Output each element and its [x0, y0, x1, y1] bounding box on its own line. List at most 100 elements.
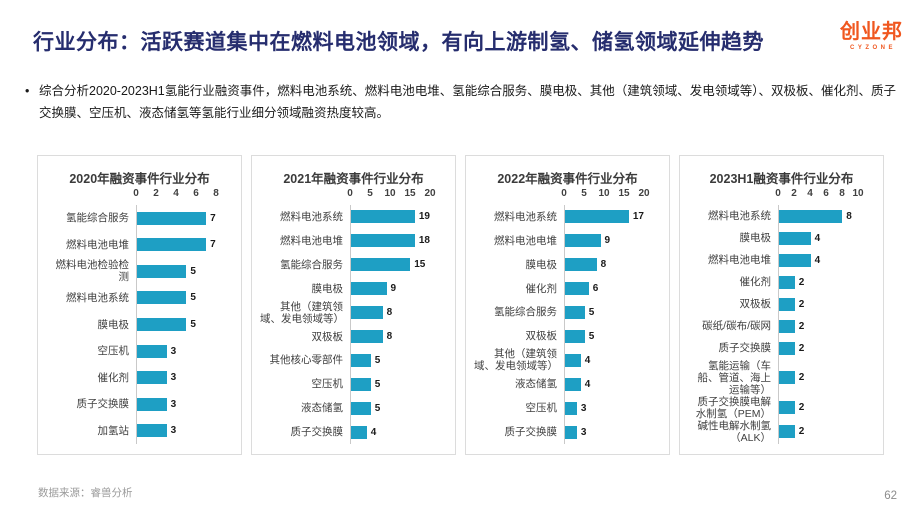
- bar-row: 碳纸/碳布/碳网 2: [688, 315, 875, 338]
- bar-area: 4: [778, 227, 875, 250]
- chart-panel-2023h1: 2023H1融资事件行业分布 0 2 4 6 8 10 燃料电池系统 8 膜电极 4 燃料电池电堆…: [679, 155, 884, 455]
- bar: [779, 231, 811, 245]
- axis-row: 0 2 4 6 8: [46, 187, 233, 205]
- chart-body: 燃料电池系统 19 燃料电池电堆 18 氢能综合服务 15 膜电极 9 其他（建筑领域、发电领域…: [260, 205, 447, 446]
- chart-title: 2023H1融资事件行业分布: [709, 172, 854, 186]
- category-label: 双极板: [739, 298, 772, 311]
- axis-tick-label: 5: [367, 188, 373, 199]
- category-label: 碳纸/碳布/碳网: [702, 320, 771, 333]
- axis-tick-label: 15: [618, 188, 630, 199]
- data-source-note: 数据来源：睿兽分析: [38, 487, 133, 499]
- bar-area: 3: [564, 396, 661, 421]
- bar-row: 催化剂 2: [688, 271, 875, 294]
- bar-area: 5: [350, 348, 447, 373]
- axis-tick-label: 10: [384, 188, 396, 199]
- bar: [779, 275, 795, 289]
- bar-value-label: 3: [170, 398, 177, 410]
- chart-title: 2021年融资事件行业分布: [283, 172, 424, 186]
- bar-row: 催化剂 6: [474, 276, 661, 301]
- bar: [351, 377, 371, 391]
- bar: [351, 425, 367, 439]
- bar-row: 空压机 5: [260, 372, 447, 397]
- bar: [779, 371, 795, 385]
- chart-panel-2020: 2020年融资事件行业分布 0 2 4 6 8 氢能综合服务 7 燃料电池电堆 7 燃料电池检验…: [37, 155, 242, 455]
- bar: [137, 318, 187, 332]
- bar-row: 液态储氢 4: [474, 372, 661, 397]
- bar-area: 3: [136, 337, 233, 365]
- bar-row: 燃料电池电堆 18: [260, 228, 447, 253]
- bar: [565, 282, 589, 296]
- category-label: 质子交换膜: [290, 426, 344, 439]
- bar-area: 2: [778, 315, 875, 338]
- axis-tick-label: 15: [404, 188, 416, 199]
- bar-value-label: 19: [418, 211, 430, 223]
- axis-row: 0 5 10 15 20: [260, 187, 447, 205]
- bar-value-label: 2: [798, 372, 805, 384]
- category-label: 液态储氢: [515, 378, 557, 391]
- bar: [565, 425, 577, 439]
- bar: [565, 234, 601, 248]
- bar-area: 4: [778, 249, 875, 272]
- bar-value-label: 18: [418, 235, 430, 247]
- bar-value-label: 4: [584, 378, 591, 390]
- bar-row: 燃料电池电堆 9: [474, 228, 661, 253]
- bar: [137, 211, 207, 225]
- bar: [779, 253, 811, 267]
- axis-tick-label: 8: [839, 188, 845, 199]
- bar: [351, 353, 371, 367]
- bar: [565, 305, 585, 319]
- bar-value-label: 9: [604, 235, 611, 247]
- chart-panel-2022: 2022年融资事件行业分布 0 5 10 15 20 燃料电池系统 17 燃料电池电堆 9 膜电…: [465, 155, 670, 455]
- category-label: 燃料电池电堆: [494, 234, 557, 247]
- bar-area: 5: [564, 300, 661, 325]
- bar-area: 15: [350, 252, 447, 277]
- bar-area: 9: [564, 228, 661, 253]
- bar: [565, 258, 597, 272]
- category-label: 膜电极: [311, 282, 344, 295]
- category-label: 液态储氢: [301, 402, 343, 415]
- bar-row: 质子交换膜 2: [688, 337, 875, 360]
- axis-row: 0 2 4 6 8 10: [688, 187, 875, 205]
- bar-row: 燃料电池检验检测 5: [46, 258, 233, 285]
- chart-title: 2020年融资事件行业分布: [69, 172, 210, 186]
- page-number: 62: [884, 490, 897, 502]
- bar: [351, 210, 415, 224]
- bar: [779, 209, 843, 223]
- bar: [779, 425, 795, 439]
- axis-tick-label: 0: [775, 188, 781, 199]
- bar-row: 空压机 3: [46, 337, 233, 365]
- bar-value-label: 4: [370, 426, 377, 438]
- bar-area: 4: [564, 372, 661, 397]
- bar-row: 其他（建筑领域、发电领域等） 4: [474, 348, 661, 373]
- category-label: 其他（建筑领域、发电领域等）: [474, 348, 558, 373]
- bar-value-label: 2: [798, 402, 805, 414]
- bar-value-label: 3: [170, 425, 177, 437]
- axis-tick-label: 2: [791, 188, 797, 199]
- bar-area: 3: [564, 420, 661, 444]
- axis-tick-label: 4: [173, 188, 179, 199]
- bar: [565, 353, 581, 367]
- bar-row: 双极板 5: [474, 324, 661, 349]
- category-label: 膜电极: [525, 258, 558, 271]
- page-title: 行业分布：活跃赛道集中在燃料电池领域，有向上游制氢、储氢领域延伸趋势: [33, 31, 764, 54]
- category-label: 质子交换膜: [718, 342, 772, 355]
- bar: [351, 306, 383, 320]
- bar: [779, 342, 795, 355]
- bar-value-label: 9: [390, 283, 397, 295]
- bar-row: 加氢站 3: [46, 417, 233, 445]
- bar-value-label: 7: [210, 239, 216, 251]
- category-label: 燃料电池检验检测: [55, 259, 130, 284]
- bar-area: 5: [350, 396, 447, 421]
- axis-tick-label: 2: [153, 188, 159, 199]
- bar: [351, 282, 387, 296]
- bar: [137, 344, 167, 358]
- bar-value-label: 5: [374, 378, 381, 390]
- bar: [137, 238, 207, 252]
- bar: [137, 264, 187, 278]
- category-label: 膜电极: [739, 232, 772, 245]
- bar-row: 膜电极 4: [688, 227, 875, 250]
- bar-row: 燃料电池系统 17: [474, 205, 661, 229]
- category-label: 加氢站: [97, 424, 130, 437]
- category-label: 质子交换膜: [76, 398, 130, 411]
